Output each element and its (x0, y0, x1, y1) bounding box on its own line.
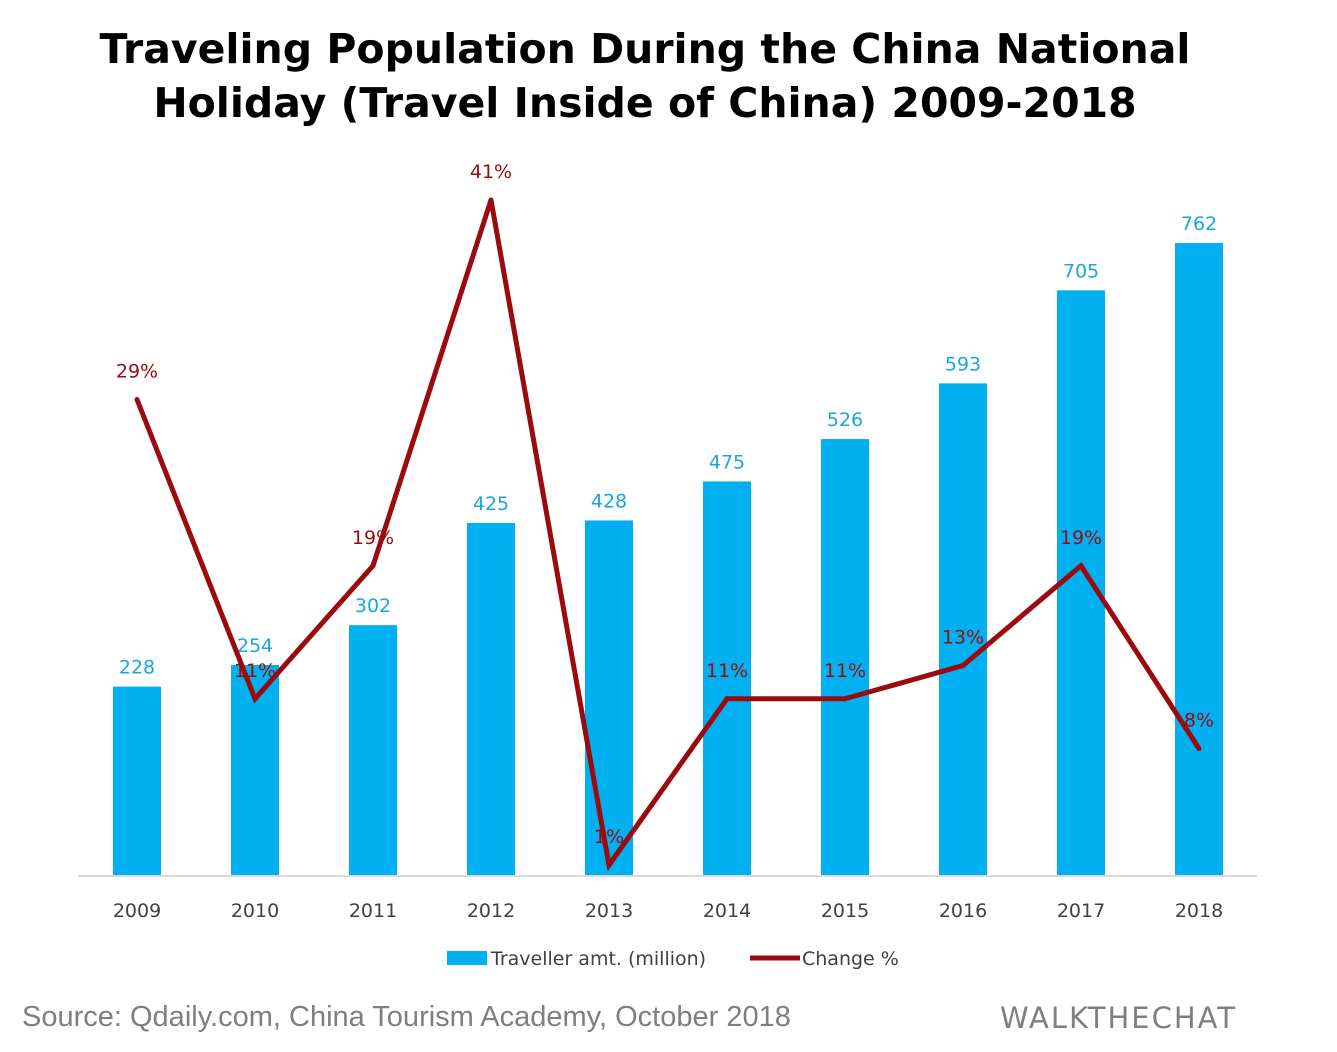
bar-2009 (113, 686, 161, 876)
legend-line-label: Change % (802, 948, 899, 970)
change-value-label-2015: 11% (824, 660, 866, 682)
bar-value-label-2017: 705 (1063, 260, 1099, 282)
bar-2015 (821, 439, 869, 876)
chart-title-line-2: Holiday (Travel Inside of China) 2009-20… (153, 79, 1137, 127)
change-value-label-2010: 11% (234, 660, 276, 682)
legend-bar-swatch (447, 951, 487, 965)
bar-2011 (349, 625, 397, 876)
x-tick-label-2011: 2011 (349, 900, 397, 922)
change-value-label-2018: 8% (1184, 710, 1214, 732)
change-value-label-2012: 41% (470, 161, 512, 183)
x-tick-label-2010: 2010 (231, 900, 279, 922)
bar-value-label-2011: 302 (355, 595, 391, 617)
change-point-2010 (252, 696, 258, 702)
bar-value-label-2018: 762 (1181, 213, 1217, 235)
change-point-2009 (134, 397, 140, 402)
bar-value-label-2012: 425 (473, 493, 509, 515)
change-point-2015 (842, 696, 848, 702)
bar-value-label-2016: 593 (945, 353, 981, 375)
change-value-label-2011: 19% (352, 527, 394, 549)
bar-value-label-2014: 475 (709, 451, 745, 473)
x-tick-label-2017: 2017 (1057, 900, 1105, 922)
change-line (134, 199, 1202, 872)
combo-chart: 2009 2010 2011 2012 2013 2014 2015 2016 2017 2018… (78, 161, 1257, 970)
change-point-2018 (1196, 746, 1202, 752)
chart-title-line-1: Traveling Population During the China Na… (99, 25, 1191, 73)
chart-title: Traveling Population During the China Na… (0, 22, 1290, 130)
x-tick-label-2018: 2018 (1175, 900, 1223, 922)
bar-value-label-2009: 228 (119, 657, 155, 679)
change-value-label-2013: 1% (594, 826, 624, 848)
change-point-2012 (488, 197, 494, 203)
change-point-2017 (1078, 563, 1084, 569)
change-point-2013 (606, 862, 612, 868)
x-tick-label-2012: 2012 (467, 900, 515, 922)
x-tick-label-2015: 2015 (821, 900, 869, 922)
bar-value-label-2015: 526 (827, 409, 863, 431)
change-point-2016 (960, 663, 966, 668)
bar-2014 (703, 481, 751, 876)
bar-2016 (939, 383, 987, 876)
x-tick-label-2009: 2009 (113, 900, 161, 922)
bar-2013 (585, 520, 633, 876)
bar-2012 (467, 522, 515, 876)
x-tick-label-2014: 2014 (703, 900, 751, 922)
bar-2018 (1175, 243, 1223, 876)
change-value-label-2009: 29% (116, 361, 158, 383)
bar-value-label-2010: 254 (237, 635, 273, 657)
x-tick-label-2016: 2016 (939, 900, 987, 922)
bar-2017 (1057, 290, 1105, 876)
change-point-2014 (724, 696, 730, 702)
x-tick-label-2013: 2013 (585, 900, 633, 922)
change-point-2011 (370, 563, 376, 569)
bar-value-label-2013: 428 (591, 490, 627, 512)
change-value-label-2014: 11% (706, 660, 748, 682)
change-value-label-2017: 19% (1060, 527, 1102, 549)
legend-bar-label: Traveller amt. (million) (490, 948, 706, 970)
source-note: Source: Qdaily.com, China Tourism Academ… (22, 1001, 791, 1033)
change-value-label-2016: 13% (942, 627, 984, 649)
brand-logo: WALKTHECHAT (999, 1001, 1237, 1035)
